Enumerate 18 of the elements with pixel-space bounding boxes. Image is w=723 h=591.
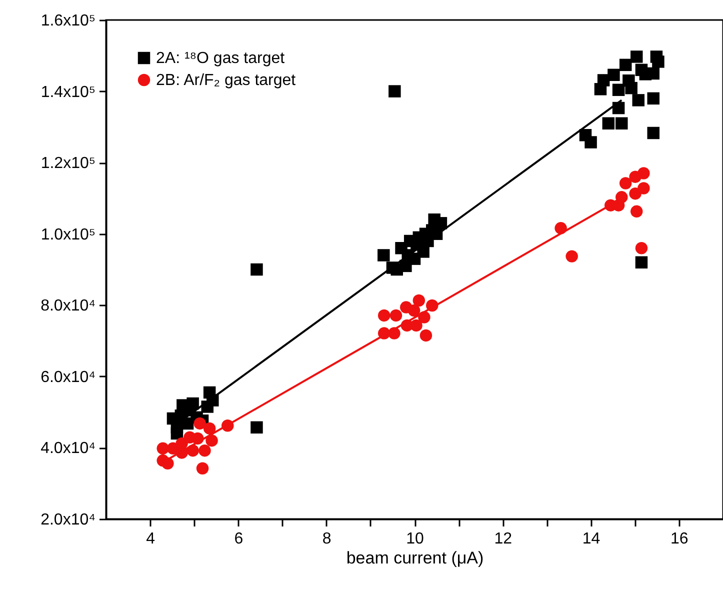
x-tick-label: 10: [406, 530, 424, 548]
x-tick-label: 8: [322, 530, 332, 548]
y-tick-label: 1.6x10⁵: [40, 12, 96, 30]
y-tick-label: 1.4x10⁵: [40, 84, 96, 101]
x-tick-label: 14: [582, 530, 600, 548]
y-tick-label: 6.0x10⁴: [40, 368, 96, 386]
y-tick-label: 1.0x10⁵: [40, 226, 96, 244]
legend-label: 2B: Ar/F₂ gas target: [156, 72, 296, 89]
x-axis-title: beam current (μA): [346, 548, 484, 568]
y-tick-label: 2.0x10⁴: [40, 512, 96, 528]
y-tick-label: 4.0x10⁴: [40, 440, 96, 458]
x-tick-label: 12: [494, 530, 512, 548]
y-tick-label: 1.2x10⁵: [40, 155, 96, 172]
legend-label: 2A: ¹⁸O gas target: [156, 50, 286, 67]
x-tick-label: 4: [146, 530, 156, 548]
x-tick-label: 6: [234, 530, 244, 548]
y-tick-label: 8.0x10⁴: [40, 298, 96, 315]
x-tick-label: 16: [670, 530, 688, 548]
